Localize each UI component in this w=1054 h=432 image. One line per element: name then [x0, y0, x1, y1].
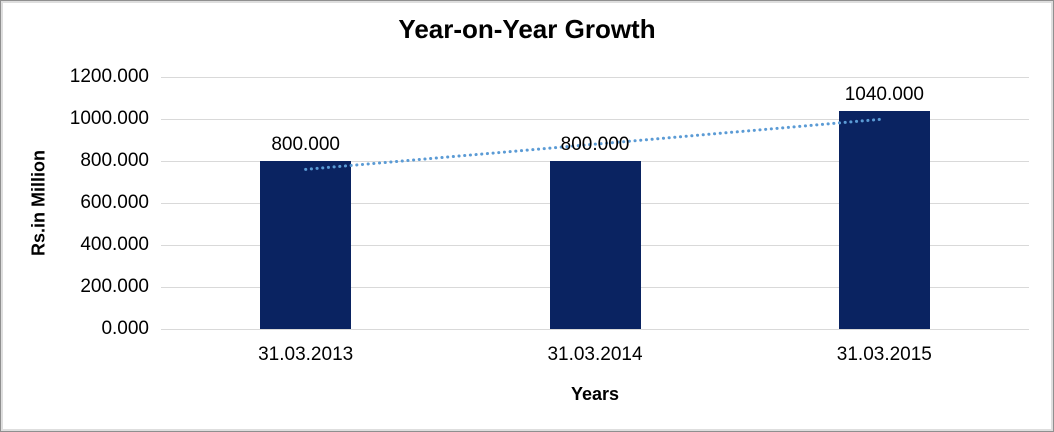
x-category-label: 31.03.2015: [836, 344, 932, 365]
gridline: [161, 328, 1029, 330]
bar-data-label: 1040.000: [844, 83, 924, 105]
bar-data-label: 800.000: [560, 134, 630, 155]
chart-title: Year-on-Year Growth: [398, 14, 656, 44]
y-tick-label: 1000.000: [69, 108, 149, 129]
y-tick-label: 200.000: [80, 276, 149, 297]
y-tick-label: 0.000: [101, 318, 149, 339]
y-tick-label: 400.000: [80, 234, 149, 255]
bar: [838, 110, 930, 329]
x-category-label: 31.03.2013: [258, 344, 354, 365]
gridline: [161, 76, 1029, 78]
y-tick-label: 1200.000: [69, 66, 149, 87]
x-category-label: 31.03.2014: [547, 344, 643, 365]
y-tick-label: 800.000: [80, 150, 149, 171]
bar: [549, 161, 641, 329]
x-axis-title: Years: [570, 384, 620, 404]
bar: [260, 161, 352, 329]
y-tick-label: 600.000: [80, 192, 149, 213]
bar-data-label: 800.000: [271, 134, 340, 155]
